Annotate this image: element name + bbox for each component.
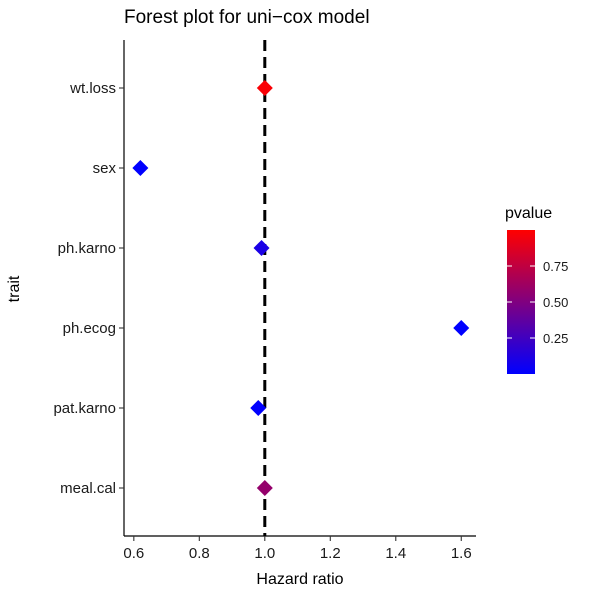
y-axis-title: trait (6, 275, 23, 302)
x-axis-title: Hazard ratio (256, 571, 343, 588)
x-tick-label: 1.2 (320, 545, 341, 562)
x-tick-label: 0.6 (123, 545, 144, 562)
x-tick-label: 1.6 (451, 545, 472, 562)
y-axis-tick-labels: wt.loss sex ph.karno ph.ecog pat.karno meal.c… (53, 80, 116, 497)
point-sex (132, 160, 149, 176)
x-tick-label: 1.0 (254, 545, 275, 562)
y-tick-label: ph.ecog (63, 320, 116, 337)
point-wt-loss (256, 80, 273, 96)
point-pat-karno (250, 400, 267, 416)
legend-ticks: 0.75 0.50 0.25 (507, 259, 568, 346)
y-tick-label: pat.karno (53, 400, 116, 417)
y-tick-label: ph.karno (58, 240, 116, 257)
axes (119, 40, 476, 541)
legend-tick-label: 0.50 (543, 295, 568, 310)
x-tick-label: 1.4 (385, 545, 406, 562)
y-tick-label: sex (93, 160, 117, 177)
legend-tick-label: 0.75 (543, 259, 568, 274)
point-ph-ecog (453, 320, 470, 336)
legend-tick-label: 0.25 (543, 331, 568, 346)
point-ph-karno (253, 240, 270, 256)
y-tick-label: wt.loss (69, 80, 116, 97)
legend: pvalue 0.75 0.50 0.25 (505, 205, 568, 374)
legend-title: pvalue (505, 205, 552, 222)
y-tick-label: meal.cal (60, 480, 116, 497)
chart-title: Forest plot for uni−cox model (124, 7, 370, 28)
x-tick-label: 0.8 (189, 545, 210, 562)
data-points (132, 80, 470, 496)
point-meal-cal (256, 480, 273, 496)
x-axis-tick-labels: 0.6 0.8 1.0 1.2 1.4 1.6 (123, 545, 471, 562)
